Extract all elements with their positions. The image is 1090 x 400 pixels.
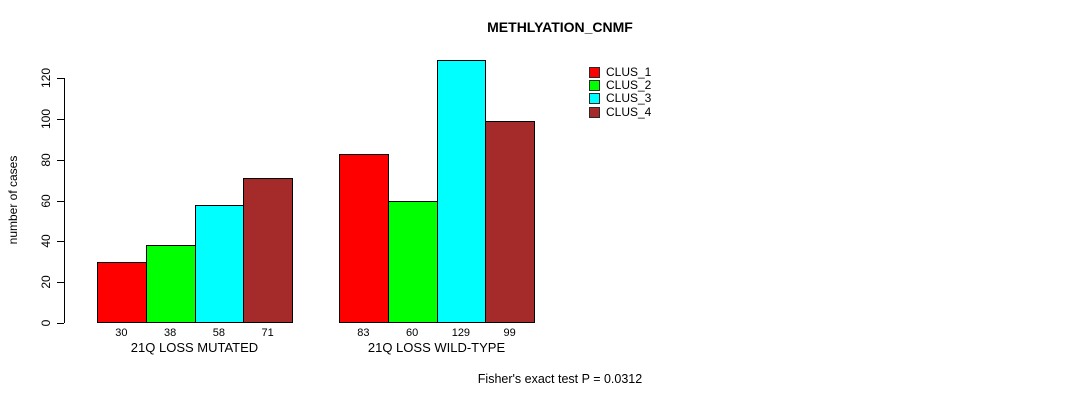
legend-row: CLUS_2	[589, 79, 651, 92]
chart-title: METHLYATION_CNMF	[487, 19, 633, 35]
y-tick-label: 20	[39, 275, 53, 289]
legend-swatch-clus_4	[589, 106, 600, 118]
bar-value-label: 83	[357, 327, 370, 339]
y-tick-label: 80	[39, 152, 53, 167]
bar-clus_1-1	[97, 261, 147, 323]
legend-swatch-clus_2	[589, 80, 600, 92]
group-label: 21Q LOSS WILD-TYPE	[367, 340, 506, 355]
bar-value-label: 60	[406, 327, 419, 339]
legend-label: CLUS_4	[606, 104, 652, 119]
bar-value-label: 30	[115, 327, 128, 339]
y-tick-label: 0	[39, 319, 53, 327]
bar-clus_3-1	[194, 204, 245, 323]
y-tick	[57, 200, 64, 202]
y-tick	[57, 159, 64, 161]
legend: CLUS_1 CLUS_2 CLUS_3 CLUS_4	[589, 66, 651, 119]
legend-swatch-clus_3	[589, 93, 600, 105]
legend-row: CLUS_4	[589, 104, 652, 119]
footnote-annotation: Fisher's exact test P = 0.0312	[477, 372, 643, 386]
y-tick	[57, 282, 64, 284]
y-tick	[57, 241, 64, 243]
y-axis-line	[64, 78, 65, 323]
legend-label: CLUS_2	[606, 78, 652, 93]
legend-swatch-clus_1	[589, 67, 600, 78]
bar-clus_4-1	[243, 178, 293, 323]
bar-value-label: 71	[261, 327, 274, 339]
bar-clus_1-2	[339, 153, 389, 323]
bar-value-label: 129	[451, 327, 471, 339]
bar-clus_2-1	[145, 245, 196, 323]
bar-clus_3-2	[436, 59, 487, 323]
legend-row: CLUS_1	[589, 66, 651, 79]
bar-clus_4-2	[485, 120, 535, 323]
group-label: 21Q LOSS MUTATED	[130, 340, 259, 355]
y-axis-label: number of cases	[6, 155, 20, 245]
bar-value-label: 99	[503, 327, 516, 339]
y-tick	[57, 118, 64, 120]
y-tick	[57, 78, 64, 79]
y-tick-label: 40	[39, 234, 53, 249]
legend-label: CLUS_3	[606, 91, 652, 106]
y-tick	[57, 323, 64, 324]
bar-value-label: 58	[212, 327, 225, 339]
bar-clus_2-2	[387, 200, 438, 323]
legend-label: CLUS_1	[606, 65, 652, 79]
legend-row: CLUS_3	[589, 92, 651, 105]
bar-value-label: 38	[164, 327, 177, 339]
y-tick-label: 60	[39, 193, 53, 208]
y-tick-label: 120	[39, 67, 53, 89]
y-tick-label: 100	[39, 108, 53, 129]
